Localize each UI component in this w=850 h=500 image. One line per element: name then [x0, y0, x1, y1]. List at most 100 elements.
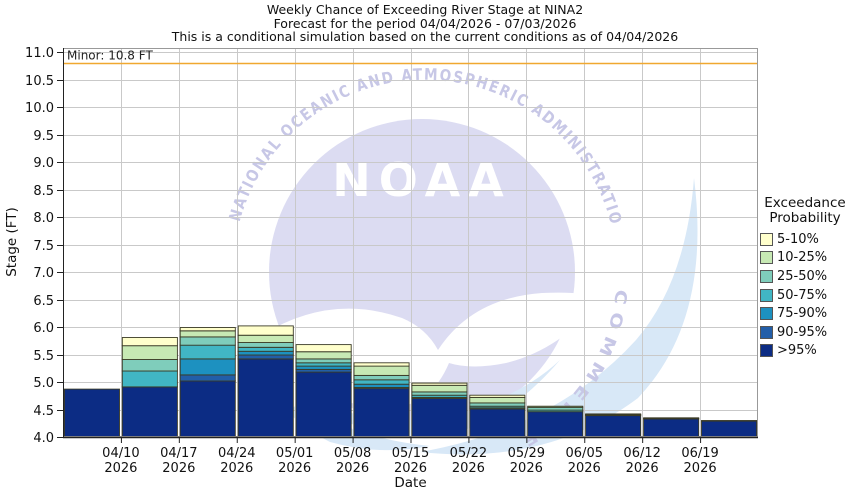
bar-segment [643, 418, 700, 438]
bar-segment [295, 365, 352, 370]
x-tick-label: 06/05 2026 [566, 446, 603, 476]
bar-segment [469, 394, 526, 398]
legend-title: Exceedance Probability [760, 196, 850, 226]
legend-item-label: 5-10% [777, 231, 819, 247]
y-tick-label: 5.5 [33, 349, 54, 364]
legend-item-label: 90-95% [777, 324, 828, 340]
y-tick-label: 10.0 [25, 101, 54, 116]
bar-week-5 [353, 362, 410, 438]
chart-subtitle-conditions: This is a conditional simulation based o… [171, 29, 679, 44]
y-tick-label: 8.5 [33, 184, 54, 199]
bar-segment [643, 417, 700, 419]
bar-segment [469, 402, 526, 407]
bar-segment [701, 420, 758, 422]
legend-swatch-icon [760, 344, 773, 358]
bar-segment [469, 408, 526, 438]
bar-segment [237, 346, 294, 352]
bar-week-8 [527, 405, 584, 438]
bar-segment [179, 330, 236, 338]
bar-segment [121, 337, 178, 347]
legend-swatch-icon [760, 251, 773, 265]
legend-item: 50-75% [760, 286, 850, 305]
bar-segment [411, 391, 468, 396]
bar-segment [527, 411, 584, 438]
bar-segment [179, 380, 236, 438]
bar-segment [121, 358, 178, 372]
bar-week-3 [237, 325, 294, 438]
bar-segment [585, 415, 642, 438]
legend-item: 25-50% [760, 267, 850, 286]
y-axis-title: Stage (FT) [4, 207, 20, 277]
legend-swatch-icon [760, 232, 773, 246]
bar-segment [469, 396, 526, 404]
bar-segment [411, 384, 468, 393]
bar-segment [295, 351, 352, 360]
chart-title: Weekly Chance of Exceeding River Stage a… [266, 2, 584, 17]
bar-segment [295, 362, 352, 367]
chart-subtitle-period: Forecast for the period 04/04/2026 - 07/… [273, 15, 577, 31]
bar-week-0 [63, 388, 120, 438]
legend-title-line1: Exceedance [764, 195, 846, 211]
bar-week-7 [469, 394, 526, 438]
bar-segment [237, 334, 294, 343]
legend-swatch-icon [760, 269, 773, 283]
y-tick-label: 6.5 [33, 294, 54, 309]
bar-segment [701, 420, 758, 438]
legend-item: 5-10% [760, 230, 850, 249]
x-tick-label: 05/01 2026 [276, 446, 313, 476]
legend-item: 90-95% [760, 323, 850, 342]
x-tick-label: 06/12 2026 [623, 446, 660, 476]
bar-segment [121, 345, 178, 360]
bar-segment [237, 325, 294, 336]
bar-week-6 [411, 382, 468, 438]
bar-segment [237, 341, 294, 348]
y-tick-label: 11.0 [25, 46, 54, 61]
bar-week-4 [295, 344, 352, 438]
chart-title-block: Weekly Chance of Exceeding River Stage a… [0, 3, 850, 44]
bar-segment [63, 388, 120, 438]
y-tick-label: 7.0 [33, 266, 54, 281]
bar-segment [179, 327, 236, 332]
legend-item-label: 75-90% [777, 306, 828, 322]
x-tick-label: 05/15 2026 [392, 446, 429, 476]
bar-segment [179, 374, 236, 382]
bar-segment [585, 413, 642, 415]
bar-week-9 [585, 413, 642, 438]
y-tick-label: 5.0 [33, 376, 54, 391]
x-tick-label: 04/10 2026 [102, 446, 139, 476]
y-tick-label: 7.5 [33, 239, 54, 254]
bar-segment [353, 388, 410, 438]
gridlines [63, 48, 758, 437]
bar-segment [527, 405, 584, 408]
x-tick-label: 04/24 2026 [218, 446, 255, 476]
bar-segment [179, 344, 236, 360]
y-tick-label: 9.5 [33, 129, 54, 144]
y-tick-label: 4.5 [33, 404, 54, 419]
legend-items: 5-10% 10-25% 25-50% 50-75% 75-90% 90-95% >95% [760, 230, 850, 360]
bar-week-11 [701, 420, 758, 438]
x-axis-title: Date [394, 475, 426, 491]
bar-segment [237, 350, 294, 356]
legend-item-label: 25-50% [777, 268, 828, 284]
bar-segment [121, 370, 178, 388]
bar-segment [179, 358, 236, 376]
legend-swatch-icon [760, 325, 773, 339]
bar-week-1 [121, 337, 178, 438]
bar-segment [121, 386, 178, 438]
bar-segment [295, 371, 352, 438]
bar-segment [237, 354, 294, 360]
bar-segment [353, 374, 410, 381]
legend-item: 75-90% [760, 304, 850, 323]
bar-segment [295, 344, 352, 353]
legend-title-line2: Probability [769, 210, 841, 226]
legend-item: >95% [760, 342, 850, 361]
x-tick-label: 06/19 2026 [681, 446, 718, 476]
noaa-wing-right-shape [420, 178, 698, 455]
bar-segment [411, 398, 468, 438]
x-tick-label: 05/22 2026 [450, 446, 487, 476]
x-tick-label: 04/17 2026 [160, 446, 197, 476]
exceedance-legend: Exceedance Probability 5-10% 10-25% 25-50%… [760, 196, 850, 360]
legend-item: 10-25% [760, 249, 850, 268]
